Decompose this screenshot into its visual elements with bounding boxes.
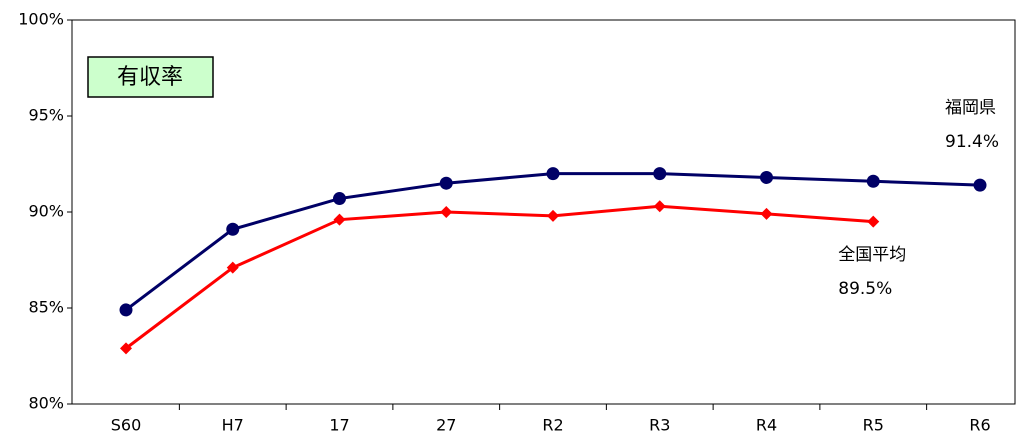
- point: [226, 222, 240, 236]
- title-box: [87, 56, 214, 98]
- series-line: [125, 204, 874, 350]
- point: [760, 170, 773, 184]
- series-name: 全国平均: [838, 245, 906, 265]
- y-tick-label: 85%: [28, 298, 64, 317]
- chart-title: 有収率: [117, 65, 183, 90]
- point: [653, 167, 667, 181]
- point: [226, 261, 239, 274]
- x-tick-label: R5: [863, 416, 884, 435]
- x-tick-label: R2: [542, 416, 563, 435]
- point: [653, 200, 666, 213]
- point: [333, 213, 346, 226]
- x-tick-label: H7: [222, 416, 244, 435]
- point: [546, 167, 560, 181]
- y-tick-label: 80%: [28, 394, 64, 413]
- x-tick-label: 27: [436, 416, 456, 435]
- point: [866, 174, 880, 188]
- y-tick-label: 100%: [18, 10, 64, 29]
- point: [973, 178, 987, 192]
- point: [333, 192, 346, 206]
- value-label: 91.4%: [945, 132, 999, 152]
- point: [120, 342, 132, 355]
- series-name: 福岡県: [945, 98, 996, 118]
- point: [867, 215, 880, 228]
- y-tick-label: 90%: [28, 202, 64, 221]
- y-tick-label: 95%: [28, 106, 64, 125]
- value-label: 89.5%: [838, 279, 892, 299]
- x-tick-label: S60: [111, 416, 142, 435]
- point: [439, 176, 453, 190]
- x-tick-label: R6: [969, 416, 990, 435]
- point: [760, 207, 773, 220]
- x-tick-label: R3: [649, 416, 670, 435]
- x-tick-label: R4: [756, 416, 777, 435]
- point: [547, 209, 559, 222]
- point: [119, 303, 133, 317]
- point: [440, 206, 453, 218]
- x-tick-label: 17: [329, 416, 349, 435]
